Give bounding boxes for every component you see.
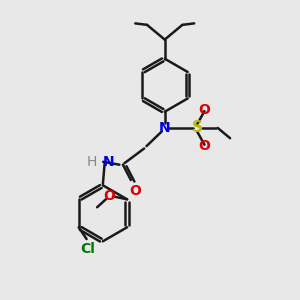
Text: O: O xyxy=(199,139,210,153)
Text: O: O xyxy=(103,189,116,203)
Text: O: O xyxy=(199,103,210,117)
Text: N: N xyxy=(103,155,115,169)
Text: N: N xyxy=(159,121,170,135)
Text: H: H xyxy=(87,155,97,169)
Text: O: O xyxy=(129,184,141,199)
Text: Cl: Cl xyxy=(80,242,95,256)
Text: S: S xyxy=(192,120,203,135)
